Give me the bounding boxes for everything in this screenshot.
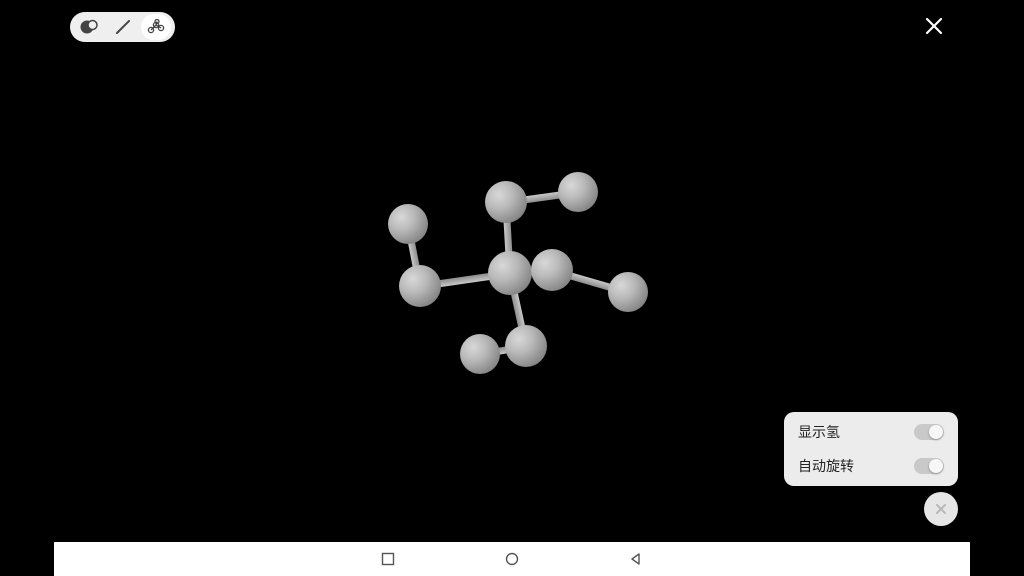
atom <box>488 251 532 295</box>
close-icon <box>924 16 944 36</box>
settings-panel: 显示氢 自动旋转 <box>784 412 958 486</box>
atom <box>558 172 598 212</box>
atom <box>608 272 648 312</box>
atom <box>388 204 428 244</box>
show-hydrogen-label: 显示氢 <box>798 422 840 442</box>
ballstick-icon <box>146 19 166 35</box>
atom <box>460 334 500 374</box>
atom <box>531 249 573 291</box>
atom <box>485 181 527 223</box>
wireframe-icon <box>114 18 132 36</box>
close-icon <box>934 502 948 516</box>
auto-rotate-label: 自动旋转 <box>798 456 854 476</box>
show-hydrogen-row: 显示氢 <box>798 422 944 442</box>
spacefill-view-button[interactable] <box>74 14 104 40</box>
auto-rotate-toggle[interactable] <box>914 458 944 474</box>
nav-home-button[interactable] <box>505 552 519 566</box>
auto-rotate-row: 自动旋转 <box>798 456 944 476</box>
atom <box>399 265 441 307</box>
dismiss-settings-button[interactable] <box>924 492 958 526</box>
spacefill-icon <box>80 18 98 36</box>
close-button[interactable] <box>922 14 946 38</box>
atom <box>505 325 547 367</box>
molecule-model[interactable] <box>370 160 670 390</box>
system-navbar <box>54 542 970 576</box>
viewer-stage[interactable]: 显示氢 自动旋转 <box>0 0 1024 576</box>
view-mode-toolbar <box>70 12 175 42</box>
ballstick-view-button[interactable] <box>141 14 171 40</box>
nav-recent-button[interactable] <box>381 552 395 566</box>
wireframe-view-button[interactable] <box>108 14 138 40</box>
show-hydrogen-toggle[interactable] <box>914 424 944 440</box>
nav-back-button[interactable] <box>629 552 643 566</box>
